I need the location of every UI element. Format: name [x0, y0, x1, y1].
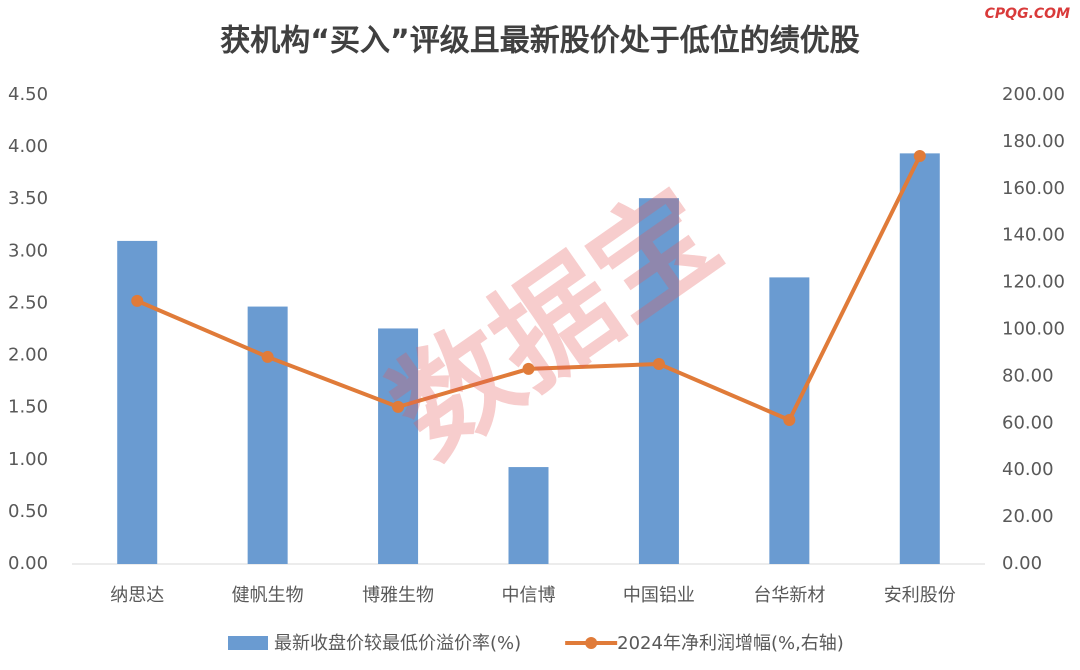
x-tick-label: 纳思达 — [110, 585, 164, 606]
bar — [638, 198, 679, 564]
y2-tick-label: 120.00 — [1002, 272, 1065, 293]
line-point — [261, 350, 274, 363]
line-point — [131, 294, 144, 307]
y-tick-label: 2.00 — [8, 345, 48, 366]
bar — [247, 306, 288, 564]
y-tick-label: 4.50 — [8, 84, 48, 105]
x-tick-label: 中信博 — [502, 585, 556, 606]
y2-tick-label: 180.00 — [1002, 131, 1065, 152]
watermark: 数据宝 — [368, 163, 743, 483]
y2-tick-label: 200.00 — [1002, 84, 1065, 105]
y2-tick-label: 40.00 — [1002, 459, 1054, 480]
y2-tick-label: 100.00 — [1002, 319, 1065, 340]
bar — [508, 467, 549, 564]
y-tick-label: 2.50 — [8, 292, 48, 313]
x-tick-label: 中国铝业 — [623, 585, 695, 606]
x-tick-label: 安利股份 — [884, 585, 956, 606]
legend-label: 2024年净利润增幅(%,右轴) — [617, 633, 844, 654]
y-tick-label: 1.50 — [8, 397, 48, 418]
y2-tick-label: 20.00 — [1002, 506, 1054, 527]
y2-tick-label: 160.00 — [1002, 178, 1065, 199]
line-point — [392, 400, 405, 413]
legend-swatch — [585, 637, 598, 649]
x-tick-label: 健帆生物 — [232, 585, 304, 606]
y-tick-label: 4.00 — [8, 136, 48, 157]
y-tick-label: 0.50 — [8, 501, 48, 522]
legend-label: 最新收盘价较最低价溢价率(%) — [274, 633, 521, 654]
line-point — [783, 414, 796, 427]
source-label: CPQG.COM — [985, 6, 1070, 22]
y-tick-label: 3.50 — [8, 188, 48, 209]
line-point — [913, 149, 926, 162]
x-tick-label: 台华新材 — [753, 585, 825, 606]
chart-title: 获机构“买入”评级且最新股价处于低位的绩优股 — [220, 24, 859, 59]
x-tick-label: 博雅生物 — [362, 585, 434, 606]
y2-tick-label: 80.00 — [1002, 365, 1054, 386]
y2-tick-label: 140.00 — [1002, 225, 1065, 246]
bar — [117, 240, 158, 564]
line-point — [522, 362, 535, 375]
y2-tick-label: 0.00 — [1002, 553, 1042, 574]
y-tick-label: 0.00 — [8, 553, 48, 574]
bar — [899, 153, 940, 564]
line-point — [652, 357, 665, 370]
y-tick-label: 1.00 — [8, 449, 48, 470]
y-tick-label: 3.00 — [8, 240, 48, 261]
legend-swatch — [228, 636, 268, 650]
bar — [378, 328, 419, 564]
y2-tick-label: 60.00 — [1002, 412, 1054, 433]
